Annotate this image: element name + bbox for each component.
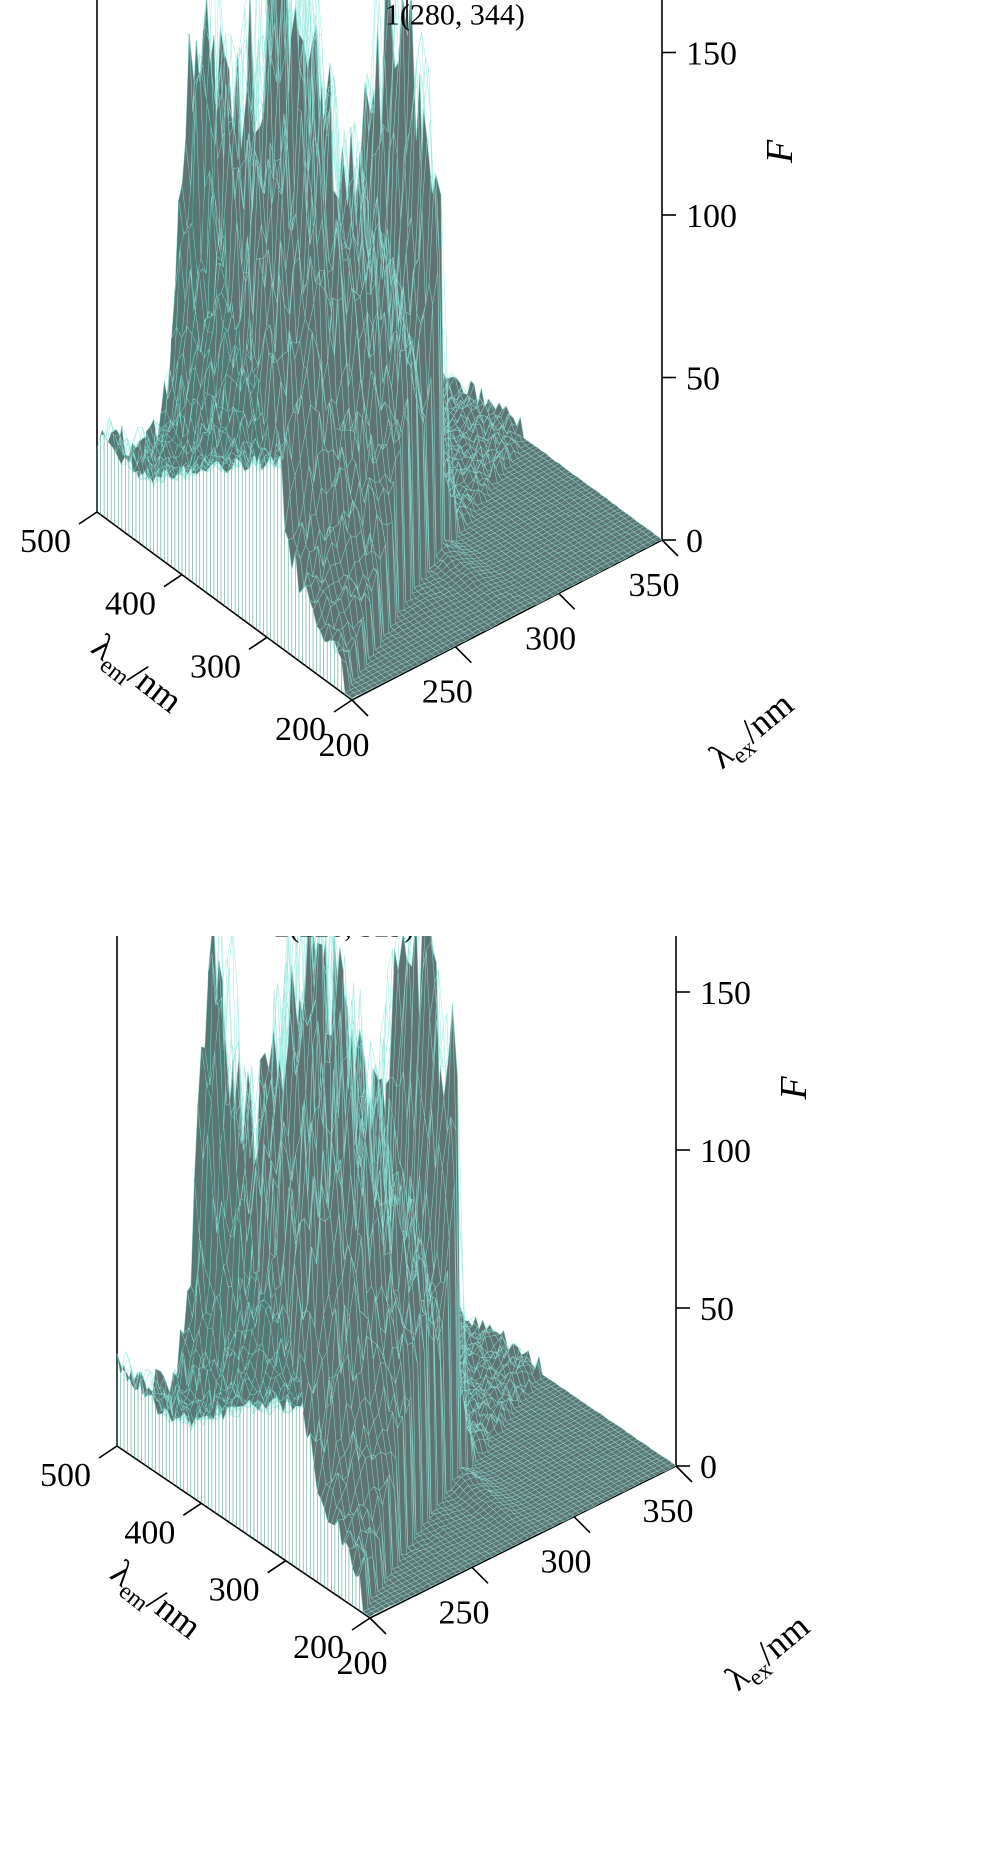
z-tick-label: 0 <box>686 523 703 560</box>
z-tick-label: 0 <box>700 1449 717 1486</box>
x-tick <box>558 592 576 610</box>
z-tick-label: 50 <box>686 361 720 398</box>
x-tick-label: 300 <box>541 1544 592 1581</box>
x-axis-title: λex/nm <box>701 684 804 781</box>
z-axis-title: F <box>759 139 801 164</box>
y-axis-title: λem/nm <box>100 1552 209 1652</box>
surface-edge-lines <box>116 952 371 1618</box>
x-tick-label: 250 <box>422 674 473 711</box>
y-tick-label: 200 <box>275 711 326 748</box>
surface-edge-lines <box>96 0 353 700</box>
panel-a: 200250300350200300400500050100150200λex/… <box>20 0 804 781</box>
x-tick <box>471 1566 489 1584</box>
surface-mesh <box>96 0 663 699</box>
x-tick-label: 200 <box>319 727 370 764</box>
y-tick <box>78 511 98 525</box>
y-tick <box>98 1445 118 1459</box>
y-tick-label: 300 <box>190 648 241 685</box>
y-tick <box>351 1617 371 1631</box>
x-tick <box>675 1465 693 1483</box>
y-tick <box>267 1560 287 1574</box>
y-tick <box>333 699 353 713</box>
z-tick-label: 50 <box>700 1291 734 1328</box>
peak-label: 2(226, 329) <box>274 936 414 944</box>
y-tick-label: 500 <box>40 1457 91 1494</box>
z-tick-label: 150 <box>700 975 751 1012</box>
x-tick <box>351 699 369 717</box>
x-tick <box>454 646 472 664</box>
y-tick-label: 400 <box>124 1514 175 1551</box>
x-tick <box>369 1617 387 1635</box>
z-tick-label: 100 <box>700 1133 751 1170</box>
y-tick <box>163 574 183 588</box>
surface-mesh <box>116 936 677 1618</box>
x-tick-label: 350 <box>643 1493 694 1530</box>
y-tick-label: 300 <box>209 1572 260 1609</box>
z-axis-title: F <box>773 1075 815 1100</box>
surface-chart: 200250300350200300400500050100150200λex/… <box>20 0 804 781</box>
z-tick-label: 100 <box>686 198 737 235</box>
y-axis-title: λem/nm <box>81 626 190 726</box>
x-axis-title: λex/nm <box>717 1606 820 1703</box>
y-tick-label: 200 <box>293 1629 344 1666</box>
z-tick-label: 150 <box>686 36 737 73</box>
peak-label: 1(280, 344) <box>385 0 525 31</box>
y-tick <box>248 636 268 650</box>
x-tick <box>573 1516 591 1534</box>
x-tick-label: 200 <box>337 1645 388 1682</box>
x-tick-label: 350 <box>629 567 680 604</box>
y-tick <box>182 1502 202 1516</box>
x-tick <box>661 539 679 557</box>
y-tick-label: 400 <box>105 586 156 623</box>
surface-chart: 200250300350200300400500050100150200λex/… <box>40 936 820 1703</box>
x-tick-label: 300 <box>525 620 576 657</box>
y-tick-label: 500 <box>20 523 71 560</box>
panel-b: 200250300350200300400500050100150200λex/… <box>0 936 1000 1872</box>
x-tick-label: 250 <box>439 1594 490 1631</box>
